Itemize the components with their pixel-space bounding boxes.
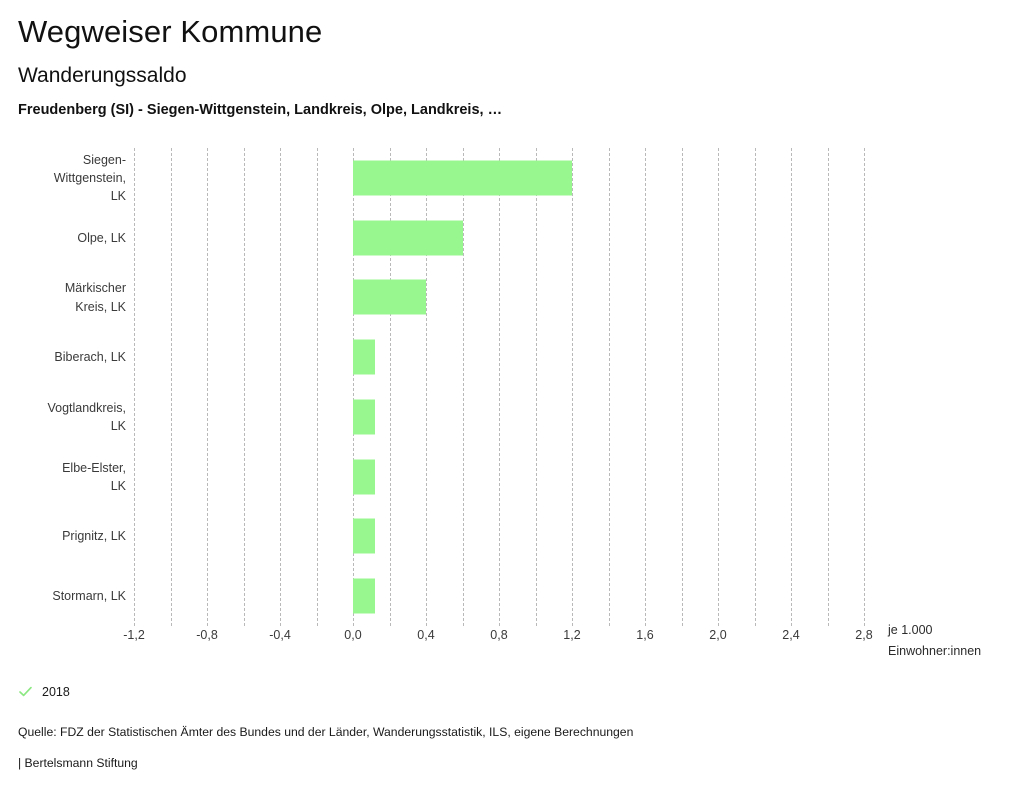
gridline: [207, 148, 208, 626]
y-axis-tick-label: Biberach, LK: [54, 350, 126, 365]
gridline: [243, 148, 245, 626]
gridline: [426, 148, 427, 626]
gridline: [718, 148, 719, 626]
check-icon[interactable]: [18, 684, 33, 699]
gridline: [462, 148, 464, 626]
y-axis-tick-label: Vogtlandkreis, LK: [47, 400, 126, 433]
gridline: [280, 148, 281, 626]
x-axis-tick-label: 0,0: [344, 628, 362, 642]
gridline: [608, 148, 610, 626]
gridline: [572, 148, 573, 626]
chart-plot: Siegen- Wittgenstein, LK Olpe, LK Märkischer…: [0, 148, 1024, 628]
legend-item-label[interactable]: 2018: [42, 684, 70, 699]
x-axis-unit-label: je 1.000 Einwohner:innen: [888, 623, 982, 658]
x-axis-tick-label: 1,2: [563, 628, 581, 642]
x-axis-tick-label: 1,6: [636, 628, 654, 642]
source-note: Quelle: FDZ der Statistischen Ämter des …: [18, 725, 634, 739]
gridline: [827, 148, 829, 626]
chart-legend: 2018: [18, 684, 70, 699]
y-axis-tick-label: Elbe-Elster, LK: [62, 460, 126, 493]
bar[interactable]: [353, 279, 426, 315]
y-axis-labels: Siegen- Wittgenstein, LK Olpe, LK Märkischer…: [0, 148, 134, 626]
x-axis-tick-label: 0,4: [417, 628, 435, 642]
bar[interactable]: [353, 518, 375, 554]
bar[interactable]: [353, 459, 375, 495]
x-axis-tick-label: -1,2: [123, 628, 145, 642]
y-axis-tick-label: Siegen- Wittgenstein, LK: [53, 152, 126, 203]
bar[interactable]: [353, 339, 375, 375]
bar[interactable]: [353, 578, 375, 614]
gridline: [645, 148, 646, 626]
bar[interactable]: [353, 160, 572, 196]
x-axis-tick-label: 2,4: [782, 628, 800, 642]
gridline: [499, 148, 500, 626]
gridline: [754, 148, 756, 626]
x-axis-tick-label: 2,0: [709, 628, 727, 642]
gridline: [864, 148, 865, 626]
bar[interactable]: [353, 399, 375, 435]
plot-area: [134, 148, 865, 626]
chart-title: Wanderungssaldo: [18, 63, 187, 87]
x-axis-labels: -1,2 -0,8 -0,4 0,0 0,4 0,8 1,2 1,6 2,0 2,4 2,8: [123, 628, 1024, 658]
y-axis-tick-label: Stormarn, LK: [52, 589, 126, 604]
x-axis-tick-label: 2,8: [855, 628, 873, 642]
app-title: Wegweiser Kommune: [18, 14, 323, 49]
x-axis-tick-label: -0,8: [196, 628, 218, 642]
y-axis-tick-label: Prignitz, LK: [62, 529, 126, 544]
gridline: [389, 148, 391, 626]
gridline: [316, 148, 318, 626]
gridline: [791, 148, 792, 626]
gridline: [170, 148, 172, 626]
chart-subtitle: Freudenberg (SI) - Siegen-Wittgenstein, …: [18, 101, 503, 118]
chart-header: Wegweiser Kommune Wanderungssaldo Freude…: [18, 14, 1008, 119]
publisher-note: | Bertelsmann Stiftung: [18, 756, 138, 770]
gridline: [681, 148, 683, 626]
gridline: [134, 148, 135, 626]
bar[interactable]: [353, 220, 463, 256]
gridline: [535, 148, 537, 626]
y-axis-tick-label: Olpe, LK: [77, 230, 126, 245]
x-axis-tick-label: -0,4: [269, 628, 291, 642]
x-axis-tick-label: 0,8: [490, 628, 508, 642]
gridline: [353, 148, 354, 626]
y-axis-tick-label: Märkischer Kreis, LK: [64, 281, 126, 314]
